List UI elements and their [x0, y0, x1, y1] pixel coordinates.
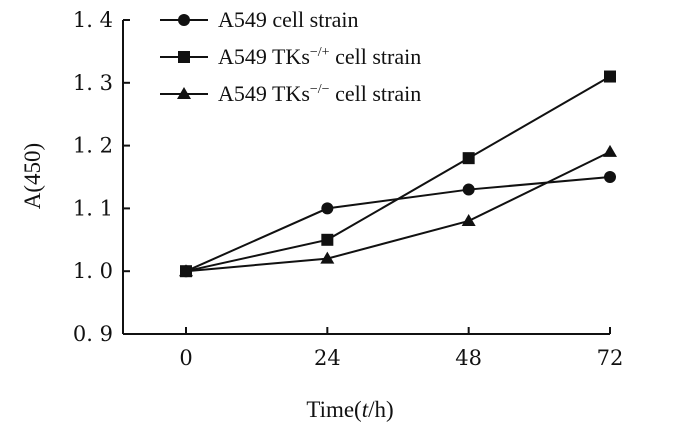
x-axis-title-part-3: /h) [368, 397, 394, 422]
x-tick-label: 24 [314, 346, 341, 370]
data-point-square [321, 233, 334, 246]
x-tick-label: 72 [597, 346, 624, 370]
data-point-circle [321, 202, 334, 215]
series-lines [179, 70, 617, 278]
data-point-triangle [320, 251, 335, 264]
data-point-square [604, 70, 616, 83]
y-axis-title: A(450) [20, 143, 45, 209]
legend-marker-triangle [177, 87, 191, 99]
y-tick-label: 1. 3 [73, 71, 113, 95]
y-tick-label: 1. 0 [73, 259, 113, 283]
x-axis-title: Time(t/h) [306, 397, 393, 422]
series-triangle [179, 144, 617, 277]
legend-label: A549 TKs−/− cell strain [218, 81, 421, 106]
x-axis-title-part-1: Time( [306, 397, 361, 422]
data-point-triangle [179, 264, 193, 277]
legend-marker-circle [178, 14, 190, 26]
legend-label-superscript: −/− [310, 82, 330, 97]
x-tick-label: 48 [455, 346, 482, 370]
data-point-triangle [461, 213, 476, 226]
legend-label-main: A549 TKs [218, 44, 310, 69]
y-tick-label: 1. 2 [73, 134, 113, 158]
x-axis-title-part-2: t [362, 397, 369, 422]
data-point-circle [462, 183, 475, 196]
legend-label-superscript: −/+ [310, 45, 330, 60]
legend-entry-triangle: A549 TKs−/− cell strain [160, 81, 421, 106]
y-tick-label: 1. 1 [73, 196, 113, 220]
data-point-circle [604, 171, 616, 183]
legend-entry-square: A549 TKs−/+ cell strain [160, 44, 421, 69]
axes: 0. 9 1. 0 1. 1 1. 2 1. 3 1. 4 0 24 48 72 [73, 8, 623, 370]
y-tick-label: 1. 4 [73, 8, 113, 32]
x-tick-label: 0 [179, 346, 192, 370]
legend-label-suffix: cell strain [330, 44, 422, 69]
series-line-triangle [185, 150, 611, 273]
legend-label: A549 TKs−/+ cell strain [218, 44, 421, 69]
data-point-square [462, 152, 475, 165]
legend-entry-circle: A549 cell strain [160, 7, 359, 32]
legend-label-main: A549 TKs [218, 81, 310, 106]
legend-label-main: A549 cell strain [218, 7, 359, 32]
series-line-square [185, 75, 611, 273]
legend-label-suffix: cell strain [330, 81, 422, 106]
legend-label: A549 cell strain [218, 7, 359, 32]
data-point-triangle [603, 144, 617, 157]
legend-marker-square [178, 51, 190, 63]
y-tick-label: 0. 9 [73, 322, 113, 346]
series-circle [180, 171, 616, 278]
